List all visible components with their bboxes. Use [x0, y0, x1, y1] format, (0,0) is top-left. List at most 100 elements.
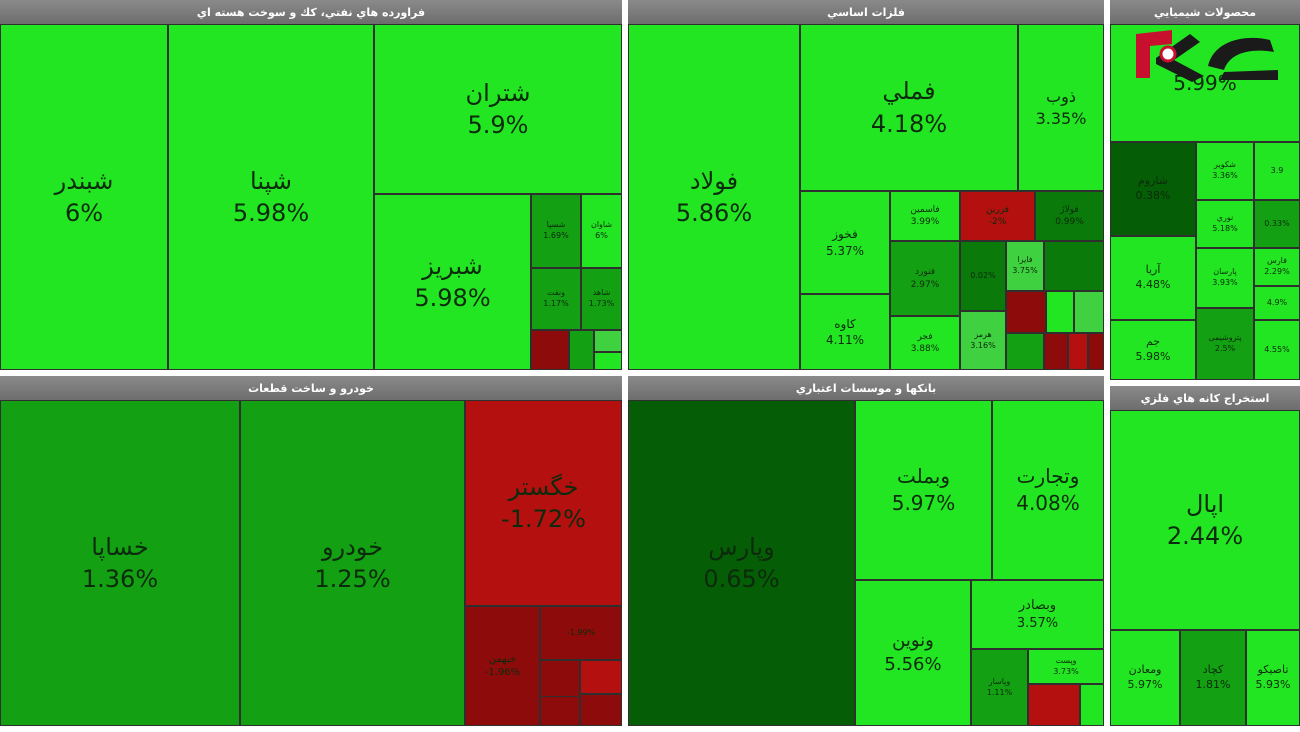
treemap-tile[interactable] [1080, 684, 1104, 726]
treemap-tile[interactable]: فایرا 3.75% [1006, 241, 1044, 291]
tile-symbol: شبندر [54, 166, 114, 195]
treemap-tile[interactable]: -1.99% [540, 606, 622, 660]
treemap-tile[interactable] [594, 330, 622, 352]
treemap-tile[interactable]: ونوين 5.56% [855, 580, 971, 726]
treemap-tile[interactable] [531, 330, 569, 370]
treemap-tile[interactable]: وپارس 0.65% [628, 400, 855, 726]
tile-symbol: جم [1145, 335, 1161, 349]
treemap-tile[interactable]: فجر 3.88% [890, 316, 960, 370]
treemap-tile[interactable]: آریا 4.48% [1110, 236, 1196, 320]
treemap-tile[interactable]: اپال 2.44% [1110, 410, 1300, 630]
treemap-tile[interactable]: پارسان 3.93% [1196, 248, 1254, 308]
tile-symbol: فایرا [1017, 255, 1033, 265]
treemap-tile[interactable]: 4.9% [1254, 286, 1300, 320]
treemap-tile[interactable]: جم 5.98% [1110, 320, 1196, 380]
treemap-tile[interactable]: ونفت 1.17% [531, 268, 581, 330]
tile-symbol: شکویر [1214, 160, 1236, 170]
treemap-tile[interactable] [1006, 291, 1046, 333]
sector-panel-petroleum: فراورده هاي نفتي، كك و سوخت هسته اي شبند… [0, 0, 622, 370]
sector-body: اپال 2.44% ومعادن 5.97% کچاد 1.81% تاصیکو 5.93% [1110, 410, 1300, 726]
treemap-tile[interactable]: خودرو 1.25% [240, 400, 465, 726]
tile-symbol: خبهمن [488, 653, 517, 665]
treemap-tile[interactable]: کچاد 1.81% [1180, 630, 1246, 726]
treemap-tile[interactable] [1044, 241, 1104, 291]
sector-title: فلزات اساسي [628, 0, 1104, 24]
treemap-tile[interactable]: شاوان 6% [581, 194, 622, 268]
treemap-tile[interactable]: فنورد 2.97% [890, 241, 960, 316]
treemap-tile[interactable]: وپست 3.73% [1028, 649, 1104, 684]
sector-panel-automotive: خودرو و ساخت قطعات خساپا 1.36% خودرو 1.25% خ… [0, 376, 622, 726]
treemap-tile[interactable]: هرمز 3.16% [960, 311, 1006, 370]
treemap-tile[interactable] [1028, 684, 1080, 726]
treemap-tile[interactable] [594, 352, 622, 370]
treemap-tile[interactable]: فاسمین 3.99% [890, 191, 960, 241]
tile-symbol: نوري [1216, 213, 1234, 223]
treemap-tile[interactable]: نوري 5.18% [1196, 200, 1254, 248]
treemap-tile[interactable]: وتجارت 4.08% [992, 400, 1104, 580]
tile-symbol: وبملت [896, 464, 951, 488]
tile-change: 3.93% [1212, 278, 1238, 287]
treemap-tile[interactable]: تاصیکو 5.93% [1246, 630, 1300, 726]
treemap-tile[interactable] [580, 694, 622, 726]
tile-symbol: ومعادن [1128, 663, 1162, 677]
treemap-tile[interactable]: شسپا 1.69% [531, 194, 581, 268]
treemap-tile[interactable]: ومعادن 5.97% [1110, 630, 1180, 726]
treemap-tile[interactable] [1044, 333, 1068, 370]
sector-body: فولاد 5.86% فملي 4.18% ذوب 3.35% فخوز 5.37% کاوه… [628, 24, 1104, 370]
treemap-tile[interactable] [580, 660, 622, 694]
treemap-tile[interactable] [1046, 291, 1074, 333]
treemap-tile[interactable]: شبندر 6% [0, 24, 168, 370]
treemap-tile[interactable]: پتروشیمی 2.5% [1196, 308, 1254, 380]
treemap-tile[interactable]: خبهمن -1.96% [465, 606, 540, 726]
tile-change: 1.81% [1195, 678, 1231, 691]
tile-change: 1.73% [588, 299, 615, 308]
tile-change: 5.9% [467, 111, 529, 139]
tile-symbol: شبریز [422, 251, 483, 280]
treemap-tile[interactable]: وپاسار 1.11% [971, 649, 1028, 726]
sector-title: فراورده هاي نفتي، كك و سوخت هسته اي [0, 0, 622, 24]
treemap-tile[interactable] [540, 696, 580, 726]
treemap-tile[interactable]: خگستر -1.72% [465, 400, 622, 606]
treemap-tile[interactable]: شپنا 5.98% [168, 24, 374, 370]
tile-symbol: فنورد [914, 267, 936, 278]
tile-change: -1.99% [566, 627, 596, 637]
treemap-tile[interactable]: شاروم 0.38% [1110, 142, 1196, 236]
treemap-tile[interactable]: شتران 5.9% [374, 24, 622, 194]
treemap-tile[interactable]: وبصادر 3.57% [971, 580, 1104, 649]
treemap-tile[interactable] [569, 330, 594, 370]
tile-change: 5.18% [1212, 224, 1238, 233]
treemap-tile[interactable]: 4.55% [1254, 320, 1300, 380]
treemap-tile[interactable] [1006, 333, 1044, 370]
treemap-tile[interactable]: فزرین -2% [960, 191, 1035, 241]
treemap-tile[interactable]: ذوب 3.35% [1018, 24, 1104, 191]
treemap-tile[interactable]: فولاد 5.86% [628, 24, 800, 370]
treemap-tile[interactable]: 0.02% [960, 241, 1006, 311]
tile-change: 3.73% [1053, 666, 1079, 676]
treemap-tile[interactable] [1068, 333, 1088, 370]
treemap-tile[interactable]: 0.33% [1254, 200, 1300, 248]
treemap-tile[interactable]: شکویر 3.36% [1196, 142, 1254, 200]
treemap-tile[interactable]: فملي 4.18% [800, 24, 1018, 191]
treemap-tile[interactable]: شبریز 5.98% [374, 194, 531, 370]
treemap-tile[interactable] [1088, 333, 1104, 370]
treemap-tile[interactable]: فخوز 5.37% [800, 191, 890, 294]
tile-change: 3.9 [1270, 165, 1284, 175]
treemap-tile[interactable]: خساپا 1.36% [0, 400, 240, 726]
treemap-tile[interactable]: وبملت 5.97% [855, 400, 992, 580]
tile-symbol: پتروشیمی [1208, 333, 1242, 343]
tile-symbol: وبصادر [1018, 597, 1057, 613]
tile-change: 5.98% [1135, 350, 1171, 363]
treemap-tile[interactable] [1074, 291, 1104, 333]
treemap-tile[interactable]: فولاژ 0.99% [1035, 191, 1104, 241]
treemap-tile[interactable]: کاوه 4.11% [800, 294, 890, 370]
tile-symbol: فزرین [986, 204, 1009, 215]
sector-panel-basic-metals: فلزات اساسي فولاد 5.86% فملي 4.18% ذوب 3.35% ف… [628, 0, 1104, 370]
treemap-tile[interactable]: 3.9 [1254, 142, 1300, 200]
tile-change: 3.16% [970, 340, 996, 350]
tile-change: -2% [988, 217, 1007, 227]
treemap-tile[interactable]: فارس 2.29% [1254, 248, 1300, 286]
tile-symbol: ونفت [547, 288, 565, 298]
tile-symbol: خگستر [508, 472, 579, 501]
treemap-tile[interactable]: شاهد 1.73% [581, 268, 622, 330]
tile-change: 0.38% [1135, 189, 1171, 202]
